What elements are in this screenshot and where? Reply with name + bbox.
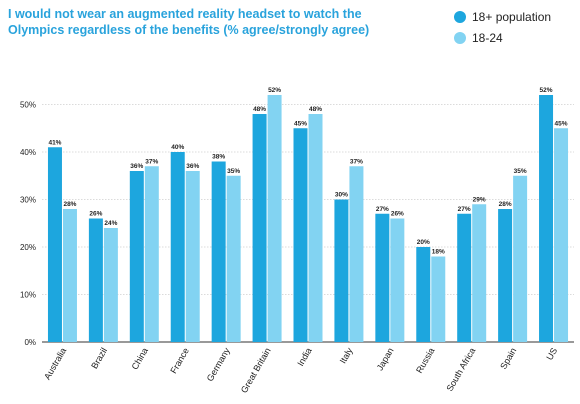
- data-label: 26%: [391, 211, 404, 218]
- legend-label-18-24: 18-24: [472, 30, 503, 45]
- y-tick-label: 30%: [20, 196, 36, 205]
- x-tick-label: Japan: [375, 346, 396, 372]
- data-label: 27%: [376, 206, 389, 213]
- legend-label-18plus: 18+ population: [472, 9, 552, 24]
- data-label: 52%: [268, 87, 281, 94]
- bar-all: [211, 161, 226, 342]
- bar-18-24: [144, 166, 159, 342]
- bar-18-24: [308, 114, 323, 342]
- data-label: 45%: [555, 120, 568, 127]
- data-label: 28%: [63, 201, 76, 208]
- legend-swatch-18-24: [454, 31, 466, 44]
- data-label: 18%: [432, 249, 445, 256]
- bar-18-24: [554, 128, 569, 342]
- data-label: 52%: [540, 87, 553, 94]
- data-label: 20%: [417, 239, 430, 246]
- x-tick-label: Spain: [498, 346, 518, 371]
- data-label: 48%: [253, 106, 266, 113]
- bar-all: [170, 152, 185, 342]
- data-label: 40%: [171, 144, 184, 151]
- bar-all: [498, 209, 513, 342]
- bar-18-24: [267, 95, 282, 342]
- y-tick-label: 0%: [24, 338, 36, 347]
- x-tick-label: Russia: [414, 346, 436, 375]
- y-tick-label: 40%: [20, 148, 36, 157]
- bar-18-24: [472, 204, 487, 342]
- bar-all: [88, 218, 103, 342]
- data-label: 37%: [145, 158, 158, 165]
- legend: 18+ population 18-24: [454, 6, 551, 48]
- data-label: 38%: [212, 154, 225, 161]
- bar-all: [457, 213, 472, 342]
- bar-18-24: [226, 175, 241, 342]
- data-label: 36%: [130, 163, 143, 170]
- x-tick-label: Great Britain: [239, 346, 273, 395]
- legend-swatch-18plus: [454, 10, 466, 23]
- bar-all: [293, 128, 308, 342]
- data-label: 48%: [309, 106, 322, 113]
- data-label: 29%: [473, 196, 486, 203]
- x-tick-label: Italy: [338, 346, 355, 366]
- bar-all: [252, 114, 267, 342]
- data-label: 35%: [227, 168, 240, 175]
- data-label: 41%: [48, 139, 61, 146]
- x-tick-label: Germany: [205, 346, 232, 383]
- data-label: 45%: [294, 120, 307, 127]
- data-label: 30%: [335, 192, 348, 199]
- data-label: 28%: [499, 201, 512, 208]
- bar-18-24: [185, 171, 200, 342]
- x-tick-label: Australia: [42, 346, 68, 381]
- bar-18-24: [513, 175, 528, 342]
- data-label: 35%: [514, 168, 527, 175]
- bar-18-24: [431, 256, 446, 342]
- y-tick-label: 20%: [20, 243, 36, 252]
- x-tick-label: France: [168, 346, 191, 375]
- legend-item-18plus: 18+ population: [454, 6, 551, 27]
- bar-all: [47, 147, 62, 342]
- bar-18-24: [62, 209, 77, 342]
- data-label: 27%: [458, 206, 471, 213]
- x-tick-label: US: [544, 346, 559, 362]
- bar-all: [416, 247, 431, 342]
- bar-18-24: [103, 228, 118, 342]
- data-label: 26%: [89, 211, 102, 218]
- x-tick-label: South Africa: [444, 346, 477, 393]
- bar-18-24: [390, 218, 405, 342]
- x-tick-label: India: [295, 346, 313, 368]
- legend-item-18-24: 18-24: [454, 27, 551, 48]
- x-tick-label: China: [130, 346, 150, 371]
- data-label: 36%: [186, 163, 199, 170]
- y-tick-label: 10%: [20, 291, 36, 300]
- bar-all: [375, 213, 390, 342]
- bar-all: [539, 95, 554, 342]
- x-tick-label: Brazil: [89, 346, 109, 370]
- chart-title: I would not wear an augmented reality he…: [8, 7, 370, 37]
- bar-all: [129, 171, 144, 342]
- y-tick-label: 50%: [20, 101, 36, 110]
- bar-all: [334, 199, 349, 342]
- data-label: 37%: [350, 158, 363, 165]
- data-label: 24%: [104, 220, 117, 227]
- bar-18-24: [349, 166, 364, 342]
